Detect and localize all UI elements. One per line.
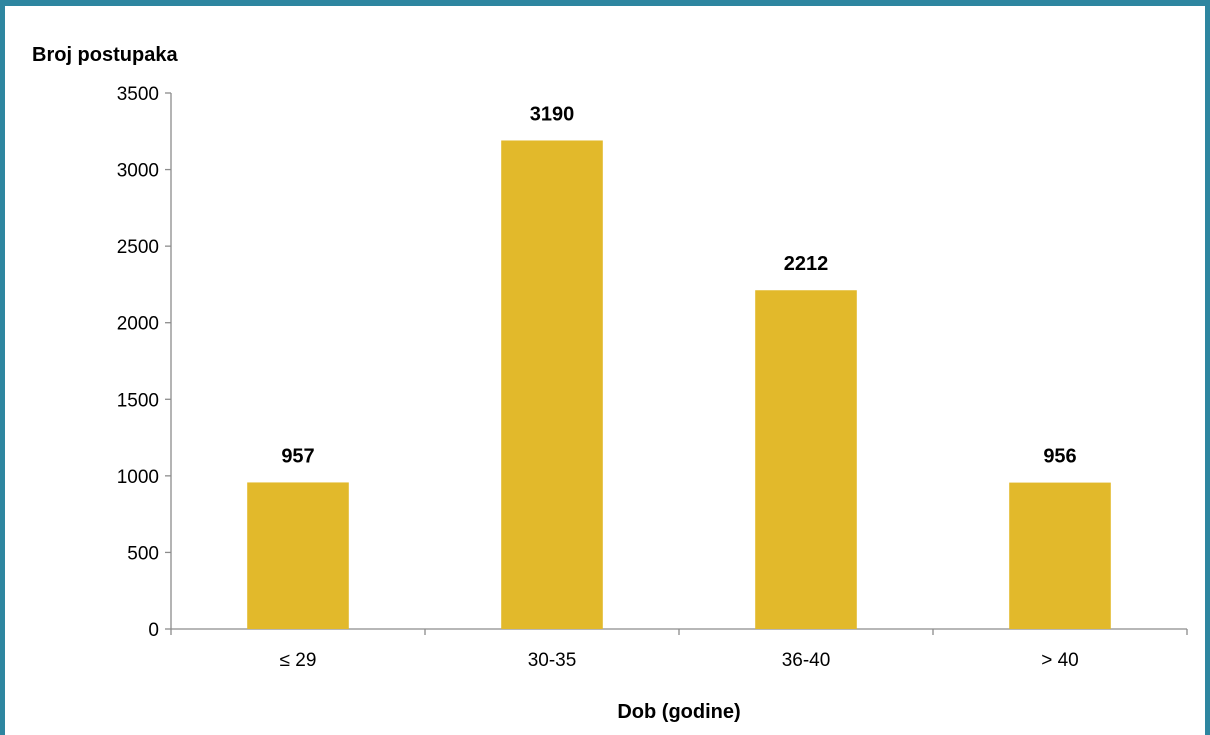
y-tick-label: 1500: [117, 390, 159, 411]
bar-value-label: 956: [1043, 446, 1076, 468]
y-tick-label: 2500: [117, 237, 159, 258]
y-tick-label: 3500: [117, 84, 159, 105]
y-axis: 0 500 1000 1500 2000 2500 3000 3500: [117, 84, 172, 641]
y-tick-label: 2000: [117, 314, 159, 335]
x-tick-label: ≤ 29: [280, 650, 317, 671]
data-labels: 957 3190 2212 956: [281, 103, 1076, 467]
bar: [501, 140, 603, 629]
y-tick-label: 3000: [117, 161, 159, 182]
y-tick-label: 0: [148, 620, 159, 641]
x-tick-label: > 40: [1041, 650, 1079, 671]
y-tick-label: 1000: [117, 467, 159, 488]
bar-value-label: 957: [281, 445, 314, 467]
bar: [247, 482, 349, 629]
x-tick-label: 36-40: [782, 650, 831, 671]
bar: [755, 290, 857, 629]
bars: [247, 140, 1111, 629]
y-tick-label: 500: [127, 543, 159, 564]
y-axis-title: Broj postupaka: [32, 44, 178, 66]
bar-value-label: 2212: [784, 253, 829, 275]
bar-value-label: 3190: [530, 103, 575, 125]
x-axis-title: Dob (godine): [617, 701, 740, 723]
bar: [1009, 482, 1111, 629]
x-tick-label: 30-35: [528, 650, 577, 671]
x-axis: ≤ 29 30-35 36-40 > 40: [170, 628, 1188, 671]
chart: Broj postupaka 0 500 1000 1500 2000 2500 3000 3…: [32, 44, 1188, 723]
